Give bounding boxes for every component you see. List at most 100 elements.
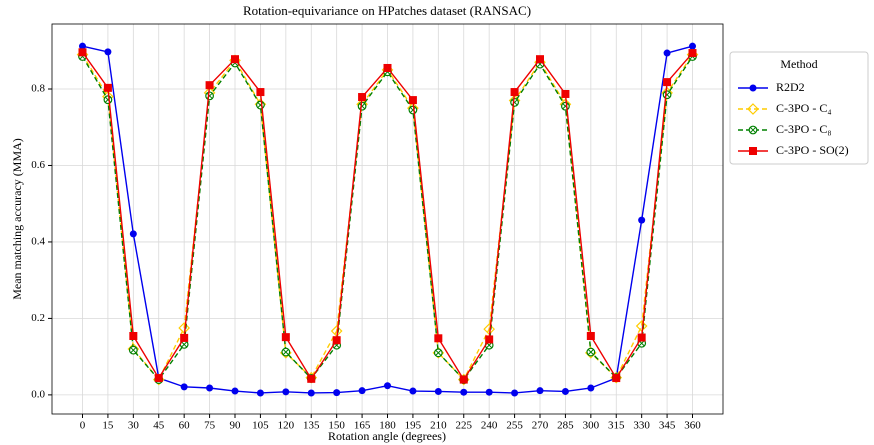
x-tick-label: 120 — [278, 420, 295, 432]
marker — [333, 389, 341, 397]
marker-cross — [130, 347, 137, 354]
marker — [408, 105, 418, 115]
marker — [383, 63, 392, 72]
plot-frame — [51, 23, 724, 415]
y-axis-label: Mean matching accuracy (MMA) — [10, 138, 24, 300]
marker — [459, 375, 468, 384]
marker — [231, 387, 239, 395]
marker — [358, 387, 366, 395]
x-tick-label: 75 — [204, 420, 216, 432]
x-tick-label: 90 — [230, 420, 242, 432]
x-tick-label: 360 — [684, 420, 701, 432]
marker — [79, 42, 86, 50]
legend-label: C-3PO - SO(2) — [776, 143, 849, 157]
marker — [688, 49, 697, 58]
y-tick-label: 0.2 — [31, 312, 45, 324]
x-tick-label: 180 — [379, 420, 396, 432]
marker — [129, 332, 138, 340]
x-tick-label: 285 — [557, 420, 574, 432]
marker — [231, 55, 239, 64]
marker — [510, 97, 519, 107]
x-tick-label: 345 — [659, 420, 676, 432]
x-tick-label: 45 — [153, 420, 165, 432]
x-tick-label: 165 — [354, 420, 371, 432]
marker — [747, 103, 759, 115]
x-tick-label: 105 — [252, 420, 269, 432]
chart-title: Rotation-equivariance on HPatches datase… — [243, 3, 531, 18]
x-tick-label: 300 — [583, 420, 600, 432]
marker — [358, 93, 367, 102]
marker — [561, 387, 569, 395]
marker — [748, 125, 758, 135]
marker — [103, 83, 112, 92]
marker — [536, 387, 544, 395]
legend-label: R2D2 — [776, 80, 805, 94]
marker — [205, 91, 214, 101]
marker — [637, 333, 646, 342]
x-tick-label: 255 — [506, 420, 523, 432]
y-tick-label: 0.6 — [31, 159, 45, 171]
marker — [662, 90, 672, 100]
x-tick-label: 150 — [328, 420, 345, 432]
marker — [460, 388, 468, 396]
marker — [433, 348, 443, 358]
marker — [408, 96, 417, 105]
x-tick-label: 315 — [608, 420, 625, 432]
marker — [180, 333, 189, 342]
x-tick-label: 0 — [80, 420, 86, 432]
marker — [281, 333, 290, 342]
marker — [205, 81, 214, 90]
marker — [612, 374, 621, 383]
marker — [128, 345, 138, 355]
marker — [663, 78, 672, 87]
marker — [663, 49, 671, 57]
marker — [749, 147, 757, 155]
x-tick-label: 240 — [481, 420, 498, 432]
x-tick-label: 15 — [102, 420, 114, 432]
marker — [561, 101, 570, 111]
marker — [282, 388, 290, 396]
x-tick-label: 60 — [179, 420, 191, 432]
marker — [104, 48, 112, 56]
y-tick-label: 0.0 — [31, 388, 45, 400]
marker — [154, 374, 163, 383]
x-tick-label: 225 — [456, 420, 473, 432]
marker-cross — [749, 126, 757, 134]
marker — [180, 383, 188, 391]
marker — [256, 389, 264, 397]
marker — [103, 95, 113, 105]
marker-cross — [282, 349, 289, 356]
marker — [281, 347, 291, 357]
x-tick-label: 210 — [430, 420, 447, 432]
marker — [434, 334, 443, 343]
marker — [511, 389, 519, 397]
marker — [689, 42, 696, 50]
marker — [307, 374, 316, 383]
marker — [586, 347, 596, 357]
marker — [586, 332, 595, 340]
legend-title: Method — [780, 57, 817, 71]
marker — [638, 216, 646, 224]
marker — [332, 336, 341, 345]
marker — [485, 388, 493, 396]
x-axis-label: Rotation angle (degrees) — [328, 429, 446, 443]
marker — [256, 88, 265, 97]
marker — [536, 55, 544, 64]
x-tick-label: 270 — [532, 420, 549, 432]
marker — [409, 387, 417, 395]
marker — [510, 88, 519, 97]
marker — [307, 389, 315, 397]
marker — [256, 100, 265, 110]
legend-box — [729, 51, 869, 165]
x-tick-label: 195 — [405, 420, 422, 432]
marker — [434, 387, 442, 395]
y-tick-label: 0.8 — [31, 83, 45, 95]
marker-cross — [587, 349, 594, 356]
marker — [384, 382, 391, 390]
legend-label: C-3PO - C₈ — [776, 122, 832, 136]
marker — [587, 384, 595, 392]
marker — [749, 84, 757, 92]
x-tick-label: 30 — [128, 420, 140, 432]
marker-cross — [435, 349, 442, 356]
